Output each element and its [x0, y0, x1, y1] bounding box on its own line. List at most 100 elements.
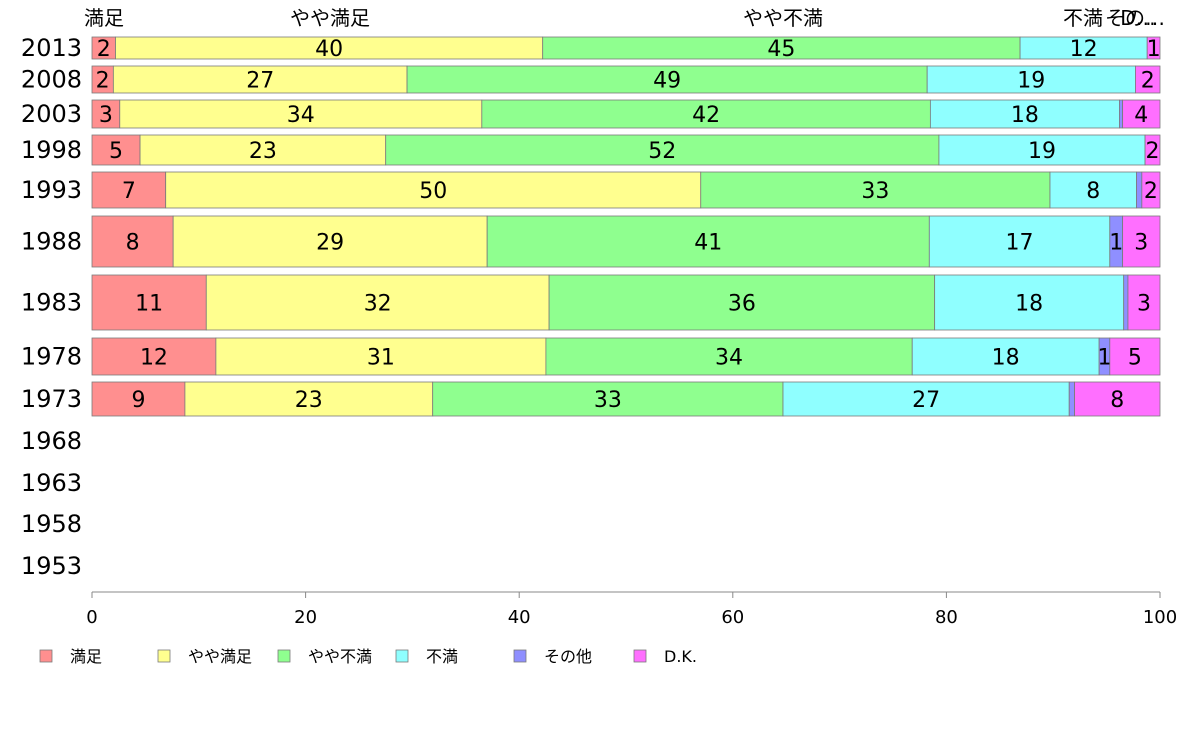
data-label-1973-3: 27: [912, 388, 940, 413]
bar-segment-2003-1: [119, 99, 483, 129]
data-label-2008-2: 49: [653, 69, 681, 94]
legend-swatch-4: [513, 649, 527, 663]
bar-segment-1988-1: [172, 215, 488, 268]
data-label-1973-0: 9: [131, 388, 145, 413]
data-label-1978-5: 5: [1128, 346, 1142, 371]
bar-segment-1993-3: [1049, 171, 1137, 209]
data-label-2013-2: 45: [767, 37, 795, 62]
bar-segment-1993-2: [700, 171, 1051, 209]
year-label-1968: 1968: [21, 427, 82, 455]
bar-segment-1973-2: [432, 381, 784, 417]
bar-segment-1973-1: [184, 381, 434, 417]
top-label-3: 不満: [1063, 6, 1103, 30]
data-label-1978-1: 31: [367, 346, 395, 371]
year-label-2008: 2008: [21, 66, 82, 94]
data-label-1993-5: 2: [1144, 179, 1158, 204]
bar-segment-1993-0: [91, 171, 167, 209]
data-label-1998-5: 2: [1146, 139, 1160, 164]
year-label-1998: 1998: [21, 136, 82, 164]
data-label-2003-3: 18: [1011, 103, 1039, 128]
bar-segment-1983-0: [91, 274, 207, 331]
bar-segment-1973-4: [1068, 381, 1075, 417]
bar-segment-1983-5: [1127, 274, 1161, 331]
top-label-2: やや不満: [743, 6, 823, 30]
year-label-1993: 1993: [21, 176, 82, 204]
year-label-1953: 1953: [21, 552, 82, 580]
top-category-labels: 満足 やや満足 やや不満 不満 その…D…: [84, 6, 1165, 30]
data-label-1973-2: 33: [594, 388, 622, 413]
data-label-1993-0: 7: [122, 179, 136, 204]
bar-segment-1988-0: [91, 215, 174, 268]
bar-segment-1983-3: [934, 274, 1125, 331]
year-label-1958: 1958: [21, 510, 82, 538]
bar-segment-1983-2: [548, 274, 936, 331]
data-label-1973-5: 8: [1110, 388, 1124, 413]
data-label-2008-0: 2: [96, 69, 110, 94]
bar-segment-2003-5: [1122, 99, 1161, 129]
legend-swatch-1: [157, 649, 171, 663]
bar-segment-1998-0: [91, 134, 141, 166]
data-label-1993-3: 8: [1086, 179, 1100, 204]
data-label-2013-5: 1: [1147, 37, 1161, 62]
data-label-2003-0: 3: [99, 103, 113, 128]
data-label-1993-1: 50: [419, 179, 447, 204]
bar-segment-1983-4: [1123, 274, 1129, 331]
legend-swatch-5: [633, 649, 647, 663]
x-tick-label-80: 80: [935, 607, 958, 628]
bar-area: 2 40 45 12 12 27 49 19 23 34 42 18 45 23 52 19 27 50 33 8 28…: [91, 36, 1161, 417]
data-label-2013-1: 40: [315, 37, 343, 62]
bar-segment-1998-2: [385, 134, 940, 166]
data-label-2008-5: 2: [1141, 69, 1155, 94]
x-tick-label-60: 60: [721, 607, 744, 628]
data-label-1983-3: 18: [1015, 292, 1043, 317]
data-label-1998-2: 52: [648, 139, 676, 164]
bar-segment-1978-3: [911, 337, 1100, 376]
bar-segment-1988-2: [486, 215, 930, 268]
x-axis: 0 20 40 60 80 100: [86, 591, 1177, 628]
data-label-1978-3: 18: [992, 346, 1020, 371]
bar-segment-1998-5: [1144, 134, 1161, 166]
bar-segment-1983-1: [205, 274, 550, 331]
x-tick-label-20: 20: [294, 607, 317, 628]
data-label-2003-5: 4: [1134, 103, 1148, 128]
data-label-1978-0: 12: [140, 346, 168, 371]
bar-segment-1978-1: [215, 337, 547, 376]
x-tick-label-40: 40: [508, 607, 531, 628]
data-label-2003-1: 34: [287, 103, 315, 128]
year-label-2003: 2003: [21, 100, 82, 128]
top-label-1: やや満足: [290, 6, 370, 30]
data-label-1983-1: 32: [364, 292, 392, 317]
data-label-1988-2: 41: [694, 231, 722, 256]
bar-segment-2003-4: [1119, 99, 1124, 129]
bar-segment-1988-3: [928, 215, 1111, 268]
top-label-0: 満足: [84, 6, 124, 30]
bar-segment-1998-3: [938, 134, 1146, 166]
legend-swatch-0: [39, 649, 53, 663]
bar-segment-2008-5: [1135, 65, 1161, 94]
data-label-1983-0: 11: [135, 292, 163, 317]
data-label-1978-4: 1: [1097, 346, 1111, 371]
top-label-5: D…: [1120, 6, 1155, 30]
legend-label-1: やや満足: [188, 647, 252, 666]
data-label-1998-0: 5: [109, 139, 123, 164]
year-label-1978: 1978: [21, 343, 82, 371]
legend-label-0: 満足: [70, 647, 102, 666]
data-label-2003-2: 42: [692, 103, 720, 128]
bar-segment-2003-3: [929, 99, 1120, 129]
x-tick-label-0: 0: [86, 607, 97, 628]
bar-segment-1978-2: [545, 337, 913, 376]
year-label-1983: 1983: [21, 289, 82, 317]
bar-segment-1988-5: [1122, 215, 1161, 268]
year-label-1988: 1988: [21, 228, 82, 256]
year-label-1973: 1973: [21, 385, 82, 413]
bar-segment-1998-1: [139, 134, 387, 166]
data-label-1988-1: 29: [316, 231, 344, 256]
data-label-2008-1: 27: [246, 69, 274, 94]
data-label-1998-3: 19: [1028, 139, 1056, 164]
data-label-2013-0: 2: [97, 37, 111, 62]
data-label-1988-4: 1: [1109, 231, 1123, 256]
legend-swatch-2: [277, 649, 291, 663]
bar-segment-2013-5: [1146, 36, 1161, 60]
bar-segment-1978-5: [1109, 337, 1161, 376]
